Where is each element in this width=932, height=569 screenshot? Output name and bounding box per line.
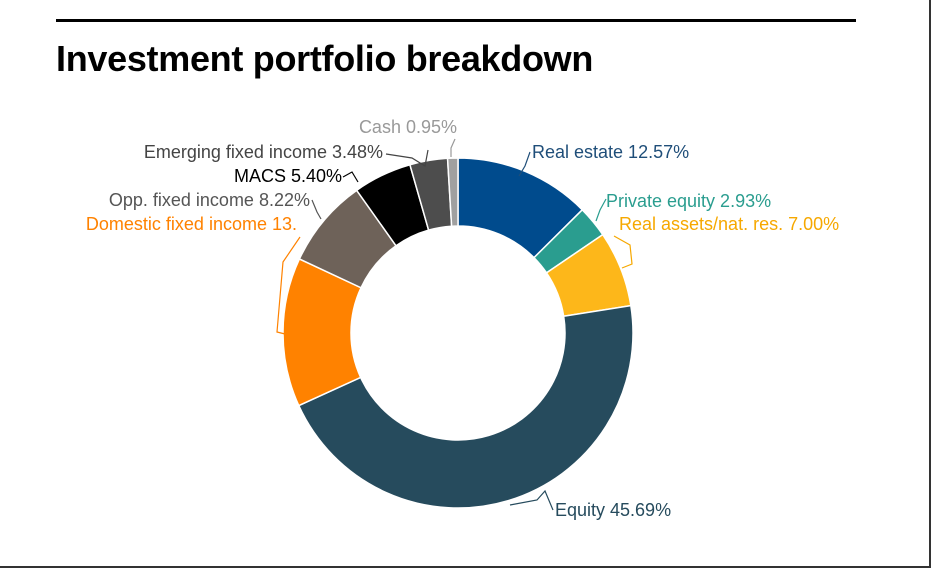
label-macs: MACS 5.40% — [234, 166, 342, 186]
label-equity: Equity 45.69% — [555, 500, 671, 520]
slice-labels: Real estate 12.57% Private equity 2.93% Re… — [86, 117, 839, 520]
leader-cash — [450, 138, 456, 157]
donut-slices — [282, 157, 634, 509]
leader-equity — [509, 489, 554, 511]
label-cash: Cash 0.95% — [359, 117, 457, 137]
label-private-equity: Private equity 2.93% — [606, 191, 771, 211]
slice-equity — [297, 304, 634, 509]
leader-private-equity — [595, 198, 607, 222]
label-emerging-fixed-income: Emerging fixed income 3.48% — [144, 142, 383, 162]
label-opp-fixed-income: Opp. fixed income 8.22% — [109, 190, 310, 210]
slice-cash — [446, 157, 459, 227]
label-leaders — [276, 138, 633, 511]
label-real-estate: Real estate 12.57% — [532, 142, 689, 162]
label-domestic-fixed-income: Domestic fixed income 13. — [86, 214, 297, 234]
leader-emerging-fixed-income — [385, 149, 429, 167]
leader-macs — [342, 171, 359, 183]
leader-opp-fixed-income — [311, 199, 322, 220]
leader-domestic-fixed-income — [276, 236, 301, 335]
title-rule — [56, 19, 856, 22]
leader-real-estate — [518, 151, 531, 177]
leader-real-assets — [613, 235, 633, 269]
label-real-assets: Real assets/nat. res. 7.00% — [619, 214, 839, 234]
chart-title: Investment portfolio breakdown — [56, 38, 594, 79]
